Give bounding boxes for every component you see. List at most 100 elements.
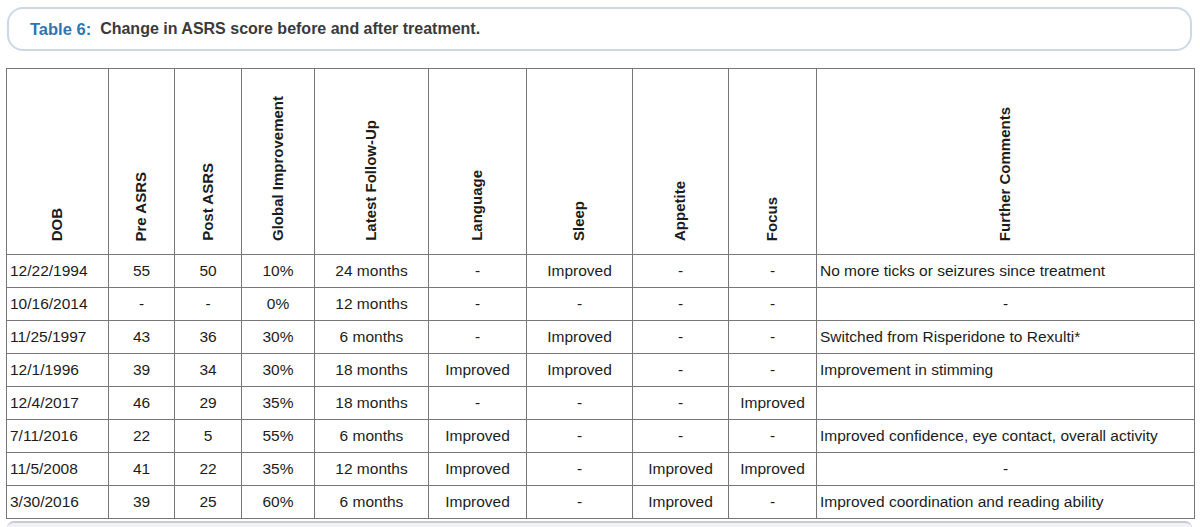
cell-dob: 12/4/2017 [7, 387, 109, 420]
cell-appetite: - [633, 387, 729, 420]
cell-focus: Improved [729, 453, 817, 486]
cell-pre-asrs: 39 [109, 354, 175, 387]
cell-global-improvement: 10% [242, 255, 315, 288]
cell-post-asrs: 29 [175, 387, 242, 420]
column-header-global-improvement: Global Improvement [242, 69, 315, 255]
cell-appetite: - [633, 255, 729, 288]
cell-further-comments: Switched from Risperidone to Rexulti* [817, 321, 1195, 354]
cell-appetite: Improved [633, 453, 729, 486]
cell-further-comments: Improved confidence, eye contact, overal… [817, 420, 1195, 453]
cell-language: Improved [429, 453, 527, 486]
table-row: 12/22/1994555010%24 months-Improved--No … [7, 255, 1195, 288]
column-header-label: Post ASRS [200, 163, 217, 241]
cell-focus: Improved [729, 387, 817, 420]
column-header-label: Focus [764, 197, 781, 241]
column-header-focus: Focus [729, 69, 817, 255]
cell-sleep: Improved [527, 354, 633, 387]
cell-post-asrs: 25 [175, 486, 242, 519]
cell-further-comments: Improved coordination and reading abilit… [817, 486, 1195, 519]
cell-latest-follow-up: 12 months [315, 453, 429, 486]
column-header-post-asrs: Post ASRS [175, 69, 242, 255]
column-header-dob: DOB [7, 69, 109, 255]
cell-latest-follow-up: 6 months [315, 321, 429, 354]
cell-global-improvement: 35% [242, 387, 315, 420]
table-caption-label: Table 6: [30, 20, 91, 39]
column-header-label: Language [469, 170, 486, 241]
asrs-results-table: DOB Pre ASRS Post ASRS Global Improvement La… [6, 68, 1195, 519]
column-header-label: DOB [49, 208, 66, 241]
cell-pre-asrs: 41 [109, 453, 175, 486]
cell-focus: - [729, 255, 817, 288]
cell-latest-follow-up: 24 months [315, 255, 429, 288]
cell-focus: - [729, 321, 817, 354]
cell-language: Improved [429, 420, 527, 453]
cell-global-improvement: 60% [242, 486, 315, 519]
column-header-latest-follow-up: Latest Follow-Up [315, 69, 429, 255]
table-row: 11/5/2008412235%12 monthsImproved-Improv… [7, 453, 1195, 486]
cell-language: Improved [429, 354, 527, 387]
cell-focus: - [729, 486, 817, 519]
cell-dob: 12/1/1996 [7, 354, 109, 387]
cell-further-comments: - [817, 453, 1195, 486]
cell-dob: 12/22/1994 [7, 255, 109, 288]
column-header-appetite: Appetite [633, 69, 729, 255]
cell-sleep: - [527, 288, 633, 321]
cell-post-asrs: 36 [175, 321, 242, 354]
table-caption-box: Table 6: Change in ASRS score before and… [7, 7, 1192, 51]
cell-global-improvement: 35% [242, 453, 315, 486]
table-row: 11/25/1997433630%6 months-Improved--Swit… [7, 321, 1195, 354]
cell-dob: 11/5/2008 [7, 453, 109, 486]
cell-pre-asrs: 55 [109, 255, 175, 288]
cell-sleep: Improved [527, 255, 633, 288]
cell-further-comments: - [817, 288, 1195, 321]
cell-language: Improved [429, 486, 527, 519]
column-header-label: Pre ASRS [133, 172, 150, 241]
cell-sleep: Improved [527, 321, 633, 354]
cell-dob: 11/25/1997 [7, 321, 109, 354]
cell-focus: - [729, 420, 817, 453]
cell-language: - [429, 255, 527, 288]
cell-global-improvement: 30% [242, 354, 315, 387]
cell-global-improvement: 30% [242, 321, 315, 354]
cell-latest-follow-up: 18 months [315, 354, 429, 387]
header-row: DOB Pre ASRS Post ASRS Global Improvement La… [7, 69, 1195, 255]
cell-post-asrs: - [175, 288, 242, 321]
table-row: 10/16/2014--0%12 months----- [7, 288, 1195, 321]
cell-language: - [429, 387, 527, 420]
cell-appetite: - [633, 420, 729, 453]
cell-pre-asrs: 39 [109, 486, 175, 519]
cell-post-asrs: 5 [175, 420, 242, 453]
column-header-pre-asrs: Pre ASRS [109, 69, 175, 255]
cell-further-comments [817, 387, 1195, 420]
column-header-label: Global Improvement [270, 96, 287, 241]
table-row: 12/4/2017462935%18 months---Improved [7, 387, 1195, 420]
column-header-language: Language [429, 69, 527, 255]
table-row: 3/30/2016392560%6 monthsImproved-Improve… [7, 486, 1195, 519]
cell-sleep: - [527, 486, 633, 519]
cell-sleep: - [527, 453, 633, 486]
cell-appetite: - [633, 321, 729, 354]
cell-focus: - [729, 288, 817, 321]
table-row: 7/11/201622555%6 monthsImproved---Improv… [7, 420, 1195, 453]
cell-dob: 3/30/2016 [7, 486, 109, 519]
cell-latest-follow-up: 6 months [315, 486, 429, 519]
cell-focus: - [729, 354, 817, 387]
cell-latest-follow-up: 18 months [315, 387, 429, 420]
column-header-sleep: Sleep [527, 69, 633, 255]
cell-appetite: - [633, 288, 729, 321]
cell-dob: 10/16/2014 [7, 288, 109, 321]
column-header-label: Sleep [571, 201, 588, 241]
cell-further-comments: No more ticks or seizures since treatmen… [817, 255, 1195, 288]
cell-language: - [429, 288, 527, 321]
column-header-label: Further Comments [997, 107, 1014, 241]
cell-sleep: - [527, 387, 633, 420]
cell-latest-follow-up: 6 months [315, 420, 429, 453]
cell-appetite: - [633, 354, 729, 387]
cell-pre-asrs: 22 [109, 420, 175, 453]
cell-global-improvement: 0% [242, 288, 315, 321]
table-row: 12/1/1996393430%18 monthsImprovedImprove… [7, 354, 1195, 387]
cell-latest-follow-up: 12 months [315, 288, 429, 321]
column-header-further-comments: Further Comments [817, 69, 1195, 255]
cell-pre-asrs: - [109, 288, 175, 321]
cell-language: - [429, 321, 527, 354]
